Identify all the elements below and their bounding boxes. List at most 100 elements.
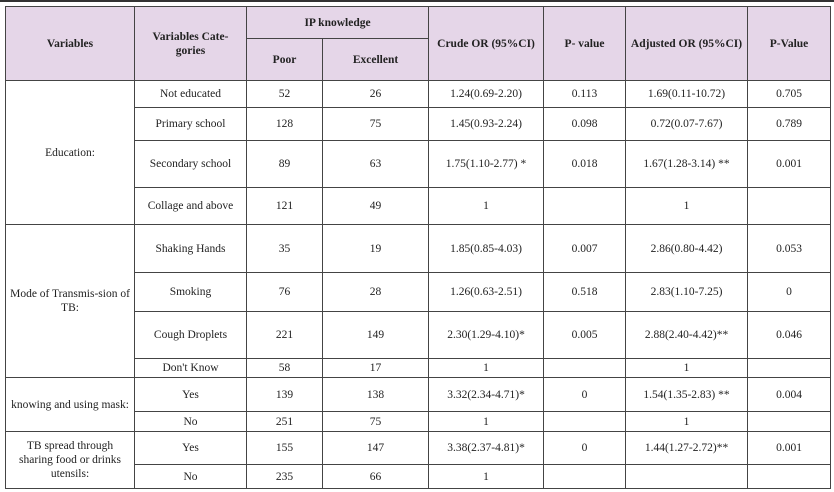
p-value-cell: 0.007	[543, 224, 627, 273]
p-value-cell	[543, 464, 627, 489]
excellent-count-cell: 17	[321, 358, 430, 378]
table-row: Mode of Transmis-sion of TB: Shaking Hand…	[5, 224, 832, 378]
p-value-cell: 0.518	[543, 272, 627, 312]
poor-count-cell: 128	[246, 107, 323, 141]
excellent-count-cell: 63	[321, 140, 430, 188]
variable-cell: Education:	[5, 80, 135, 225]
crude-or-cell: 3.32(2.34-4.71)*	[428, 377, 545, 412]
header-adjusted-or: Adjusted OR (95%CI)	[625, 6, 749, 81]
header-variables: Variables	[5, 6, 135, 81]
poor-count-cell: 139	[246, 377, 323, 412]
variable-cell: knowing and using mask:	[5, 377, 135, 432]
adjusted-or-cell: 1.54(1.35-2.83) **	[625, 377, 749, 412]
category-cell: Not educated	[134, 80, 247, 108]
excellent-count-cell: 19	[321, 224, 430, 273]
header-categories: Variables Cate-gories	[134, 6, 247, 81]
adjusted-or-cell: 1.67(1.28-3.14) **	[625, 140, 749, 188]
cut-off-caption-line	[0, 0, 834, 2]
p-value-cell	[543, 411, 627, 432]
crude-or-cell: 3.38(2.37-4.81)*	[428, 431, 545, 465]
adjusted-p-value-cell	[747, 464, 832, 489]
adjusted-p-value-cell: 0.001	[747, 431, 832, 465]
category-cell: Shaking Hands	[134, 224, 247, 273]
crude-or-cell: 1	[428, 187, 545, 225]
adjusted-or-cell: 2.86(0.80-4.42)	[625, 224, 749, 273]
excellent-count-cell: 75	[321, 107, 430, 141]
excellent-count-cell: 28	[321, 272, 430, 312]
adjusted-or-cell: 1.69(0.11-10.72)	[625, 80, 749, 108]
table-row: knowing and using mask: Yes 139 138 3.32(2.3…	[5, 377, 832, 432]
category-cell: Cough Droplets	[134, 311, 247, 359]
table-body: Education: Not educated 52 26 1.24(0.69-2.20…	[5, 80, 832, 489]
category-cell: Collage and above	[134, 187, 247, 225]
excellent-count-cell: 49	[321, 187, 430, 225]
adjusted-p-value-cell: 0	[747, 272, 832, 312]
crude-or-cell: 1.26(0.63-2.51)	[428, 272, 545, 312]
excellent-count-cell: 149	[321, 311, 430, 359]
crude-or-cell: 1	[428, 411, 545, 432]
crude-or-cell: 1.45(0.93-2.24)	[428, 107, 545, 141]
poor-count-cell: 251	[246, 411, 323, 432]
variable-cell: Mode of Transmis-sion of TB:	[5, 224, 135, 378]
adjusted-p-value-cell	[747, 358, 832, 378]
poor-count-cell: 235	[246, 464, 323, 489]
adjusted-p-value-cell: 0.001	[747, 140, 832, 188]
p-value-cell: 0.018	[543, 140, 627, 188]
adjusted-p-value-cell: 0.053	[747, 224, 832, 273]
category-cell: Don't Know	[134, 358, 247, 378]
crude-or-cell: 1.75(1.10-2.77) *	[428, 140, 545, 188]
p-value-cell: 0.113	[543, 80, 627, 108]
category-cell: Secondary school	[134, 140, 247, 188]
adjusted-or-cell: 1	[625, 358, 749, 378]
table-row: Education: Not educated 52 26 1.24(0.69-2.20…	[5, 80, 832, 225]
category-cell: Yes	[134, 431, 247, 465]
poor-count-cell: 121	[246, 187, 323, 225]
excellent-count-cell: 147	[321, 431, 430, 465]
p-value-cell	[543, 187, 627, 225]
p-value-cell	[543, 358, 627, 378]
header-crude-or: Crude OR (95%CI)	[428, 6, 545, 81]
p-value-cell: 0.005	[543, 311, 627, 359]
category-cell: No	[134, 464, 247, 489]
p-value-cell: 0.098	[543, 107, 627, 141]
table-row: Secondary school 89 63 1.75(1.10-2.77) * 0.0…	[6, 140, 832, 188]
table-row: No 235 66 1	[6, 464, 832, 489]
table-row: Primary school 128 75 1.45(0.93-2.24) 0.098 0…	[6, 107, 832, 141]
adjusted-or-cell	[625, 464, 749, 489]
excellent-count-cell: 66	[321, 464, 430, 489]
adjusted-p-value-cell	[747, 411, 832, 432]
adjusted-or-cell: 2.88(2.40-4.42)**	[625, 311, 749, 359]
crude-or-cell: 2.30(1.29-4.10)*	[428, 311, 545, 359]
poor-count-cell: 58	[246, 358, 323, 378]
excellent-count-cell: 138	[321, 377, 430, 412]
adjusted-p-value-cell: 0.705	[747, 80, 832, 108]
adjusted-p-value-cell: 0.046	[747, 311, 832, 359]
adjusted-p-value-cell: 0.789	[747, 107, 832, 141]
table-row: Smoking 76 28 1.26(0.63-2.51) 0.518 2.83(1.10…	[6, 272, 832, 312]
poor-count-cell: 52	[246, 80, 323, 108]
table-row: Collage and above 121 49 1 1	[6, 187, 832, 225]
p-value-cell: 0	[543, 431, 627, 465]
variable-cell: TB spread through sharing food or drinks…	[5, 431, 135, 489]
adjusted-p-value-cell	[747, 187, 832, 225]
adjusted-or-cell: 1	[625, 411, 749, 432]
adjusted-or-cell: 0.72(0.07-7.67)	[625, 107, 749, 141]
table-row: No 251 75 1 1	[6, 411, 832, 432]
header-ip-knowledge: IP knowledge	[245, 6, 430, 39]
poor-count-cell: 76	[246, 272, 323, 312]
table-row: TB spread through sharing food or drinks…	[5, 431, 832, 489]
poor-count-cell: 35	[246, 224, 323, 273]
header-excellent: Excellent	[321, 38, 430, 81]
category-cell: No	[134, 411, 247, 432]
header-p-value-adjusted: P-Value	[747, 6, 832, 81]
category-cell: Smoking	[134, 272, 247, 312]
results-table: Variables Variables Cate-gories IP knowl…	[5, 6, 832, 489]
crude-or-cell: 1.85(0.85-4.03)	[428, 224, 545, 273]
poor-count-cell: 155	[246, 431, 323, 465]
excellent-count-cell: 26	[321, 80, 430, 108]
adjusted-p-value-cell: 0.004	[747, 377, 832, 412]
poor-count-cell: 89	[246, 140, 323, 188]
header-p-value: P- value	[543, 6, 627, 81]
adjusted-or-cell: 1.44(1.27-2.72)**	[625, 431, 749, 465]
category-cell: Primary school	[134, 107, 247, 141]
